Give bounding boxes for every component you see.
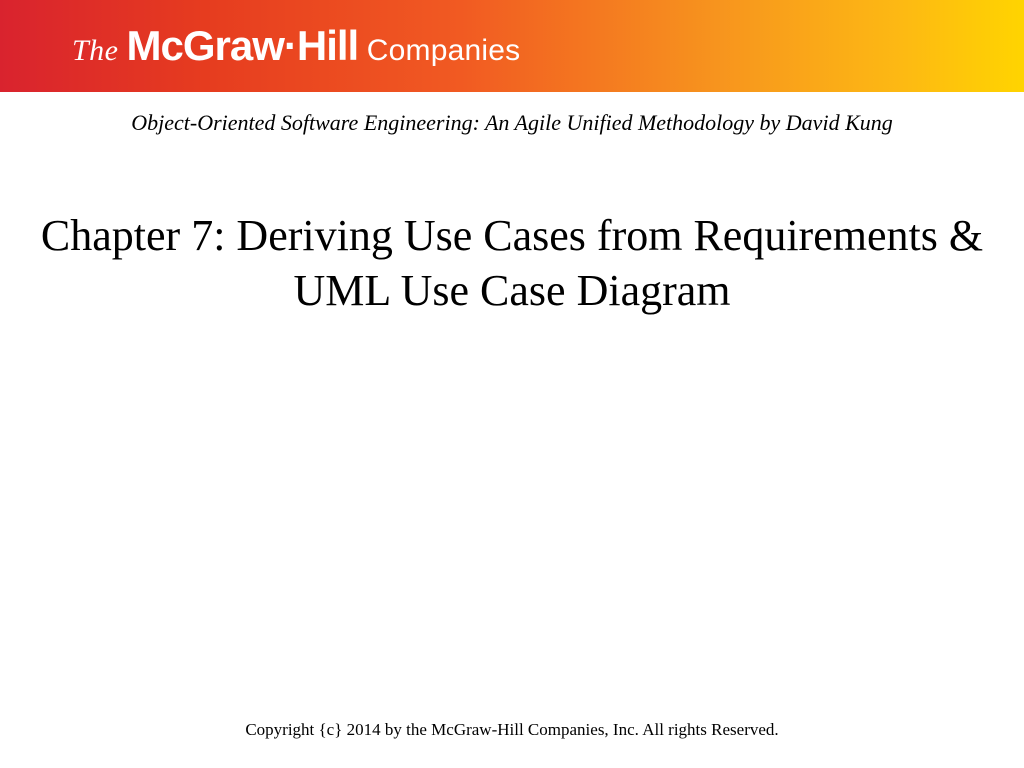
brand-logo-text: The McGraw·Hill Companies: [72, 22, 520, 70]
header-band: The McGraw·Hill Companies: [0, 0, 1024, 92]
book-subtitle: Object-Oriented Software Engineering: An…: [0, 110, 1024, 136]
chapter-title: Chapter 7: Deriving Use Cases from Requi…: [0, 208, 1024, 318]
brand-main: McGraw·Hill: [127, 22, 359, 69]
brand-suffix: Companies: [358, 34, 520, 67]
copyright-notice: Copyright {c} 2014 by the McGraw-Hill Co…: [0, 720, 1024, 740]
brand-prefix: The: [72, 34, 127, 67]
